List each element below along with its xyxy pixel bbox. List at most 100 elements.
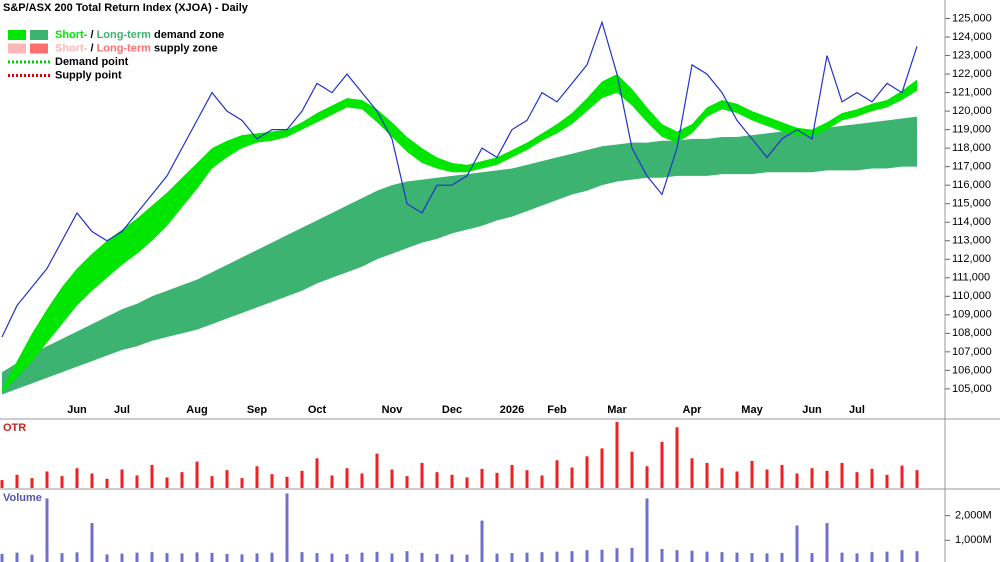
bar <box>735 552 739 562</box>
y-tick-label: 124,000 <box>952 31 992 43</box>
x-tick-label: Feb <box>547 404 567 416</box>
y-tick-label: 118,000 <box>952 142 991 154</box>
legend-swatch <box>8 43 26 54</box>
x-tick-label: 2026 <box>500 404 524 416</box>
bar <box>105 554 109 562</box>
bar <box>780 464 784 488</box>
y-tick-label: 125,000 <box>952 12 992 24</box>
legend-swatch <box>30 30 48 40</box>
bar <box>795 473 799 488</box>
bar <box>765 469 769 488</box>
bar <box>240 554 244 562</box>
bar <box>255 466 259 488</box>
bar <box>345 554 349 562</box>
y-tick-label: 112,000 <box>952 253 991 265</box>
bar <box>900 465 904 488</box>
bar <box>495 472 499 488</box>
bar <box>840 552 844 562</box>
bar <box>765 553 769 562</box>
bar <box>570 467 574 488</box>
bar <box>660 548 664 562</box>
y-tick-label: 108,000 <box>952 327 992 339</box>
zone-band <box>2 116 917 395</box>
bar <box>825 470 829 488</box>
bar <box>105 478 109 488</box>
bar <box>315 458 319 488</box>
bar <box>840 462 844 488</box>
bar <box>885 551 889 562</box>
bar <box>180 472 184 488</box>
legend-text: Supply point <box>55 69 122 81</box>
legend-text: / <box>87 29 96 41</box>
bar <box>750 553 754 562</box>
bar <box>450 554 454 562</box>
bar <box>210 552 214 562</box>
bar <box>600 549 604 562</box>
bar <box>15 474 19 488</box>
bar <box>495 553 499 562</box>
y-tick-label: 1,000M <box>955 534 992 546</box>
bar <box>210 476 214 488</box>
bar <box>675 550 679 562</box>
zone-band <box>2 74 917 393</box>
x-tick-label: Apr <box>683 404 703 416</box>
bar <box>540 475 544 488</box>
bar <box>435 553 439 562</box>
bar <box>360 552 364 562</box>
y-tick-label: 2,000M <box>955 510 992 522</box>
bar <box>525 552 529 562</box>
bar <box>780 552 784 562</box>
bar <box>375 551 379 562</box>
y-tick-label: 113,000 <box>952 235 991 247</box>
bar <box>450 474 454 488</box>
x-tick-label: Jun <box>67 404 87 416</box>
legend-label: Short- / Long-term demand zone <box>55 29 224 41</box>
bar <box>555 460 559 488</box>
bar <box>60 476 64 488</box>
bar <box>600 448 604 488</box>
bar <box>585 456 589 488</box>
bar <box>165 553 169 562</box>
bar <box>750 460 754 488</box>
y-tick-label: 111,000 <box>952 272 990 284</box>
y-tick-label: 107,000 <box>952 346 992 358</box>
bar <box>15 552 19 562</box>
bar <box>330 553 334 562</box>
bar <box>510 464 514 488</box>
x-tick-label: Oct <box>308 404 327 416</box>
legend-text: Demand point <box>55 56 129 68</box>
bar <box>690 550 694 562</box>
bar <box>315 553 319 562</box>
bar <box>825 523 829 562</box>
bar <box>900 550 904 562</box>
bar <box>300 470 304 488</box>
bar <box>225 470 229 488</box>
legend-label: Supply point <box>55 69 122 81</box>
bar <box>135 475 139 488</box>
bar <box>270 474 274 488</box>
y-tick-label: 110,000 <box>952 290 991 302</box>
bar <box>30 554 34 562</box>
bar <box>150 552 154 562</box>
legend-text: demand zone <box>151 29 224 41</box>
bar <box>45 498 49 562</box>
bar <box>525 470 529 488</box>
y-tick-label: 116,000 <box>952 179 991 191</box>
bar <box>165 477 169 488</box>
legend-text: Short- <box>55 42 88 54</box>
bar <box>540 552 544 562</box>
bar <box>255 553 259 562</box>
bar <box>690 458 694 488</box>
bar <box>90 523 94 562</box>
bar <box>225 553 229 562</box>
y-tick-label: 109,000 <box>952 309 992 321</box>
legend-text: / <box>87 42 96 54</box>
bar <box>375 453 379 488</box>
bar <box>615 548 619 562</box>
y-tick-label: 123,000 <box>952 49 992 61</box>
bar <box>885 474 889 488</box>
bar <box>60 553 64 562</box>
y-tick-label: 120,000 <box>952 105 992 117</box>
bar <box>345 468 349 488</box>
